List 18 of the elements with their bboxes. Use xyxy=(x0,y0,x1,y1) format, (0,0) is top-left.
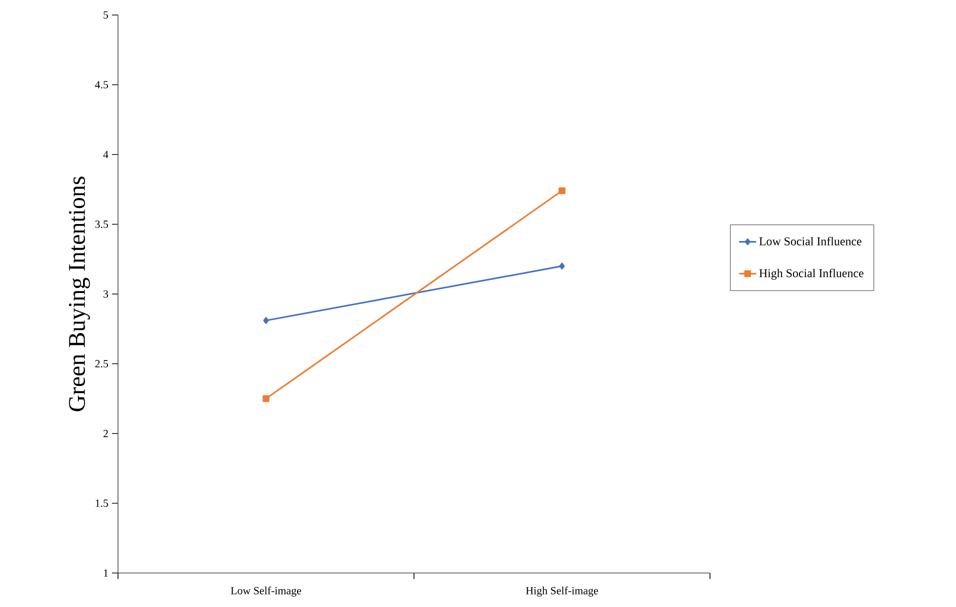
point xyxy=(559,262,565,270)
y-tick-label: 4.5 xyxy=(95,81,108,88)
point xyxy=(263,317,269,324)
y-tick-label: 4 xyxy=(103,150,108,158)
y-axis-title: Green Buying Intentions xyxy=(68,176,90,412)
point xyxy=(262,395,270,402)
y-tick-label: 2 xyxy=(103,430,108,438)
y-tick-label: 5 xyxy=(104,11,108,19)
y-tick-label: 1.5 xyxy=(96,500,108,507)
x-tick-label: High Self-image xyxy=(526,586,598,597)
y-tick-label: 2.5 xyxy=(95,360,108,368)
x-tick-label: Low Self-image xyxy=(230,586,302,597)
legend-label: Low Social Influence xyxy=(759,236,862,246)
legend-label: High Social Influence xyxy=(759,268,864,280)
y-tick-label: 3 xyxy=(104,290,108,298)
y-tick-label: 1 xyxy=(104,569,108,577)
y-tick-label: 3.5 xyxy=(95,220,108,228)
point xyxy=(558,187,566,194)
